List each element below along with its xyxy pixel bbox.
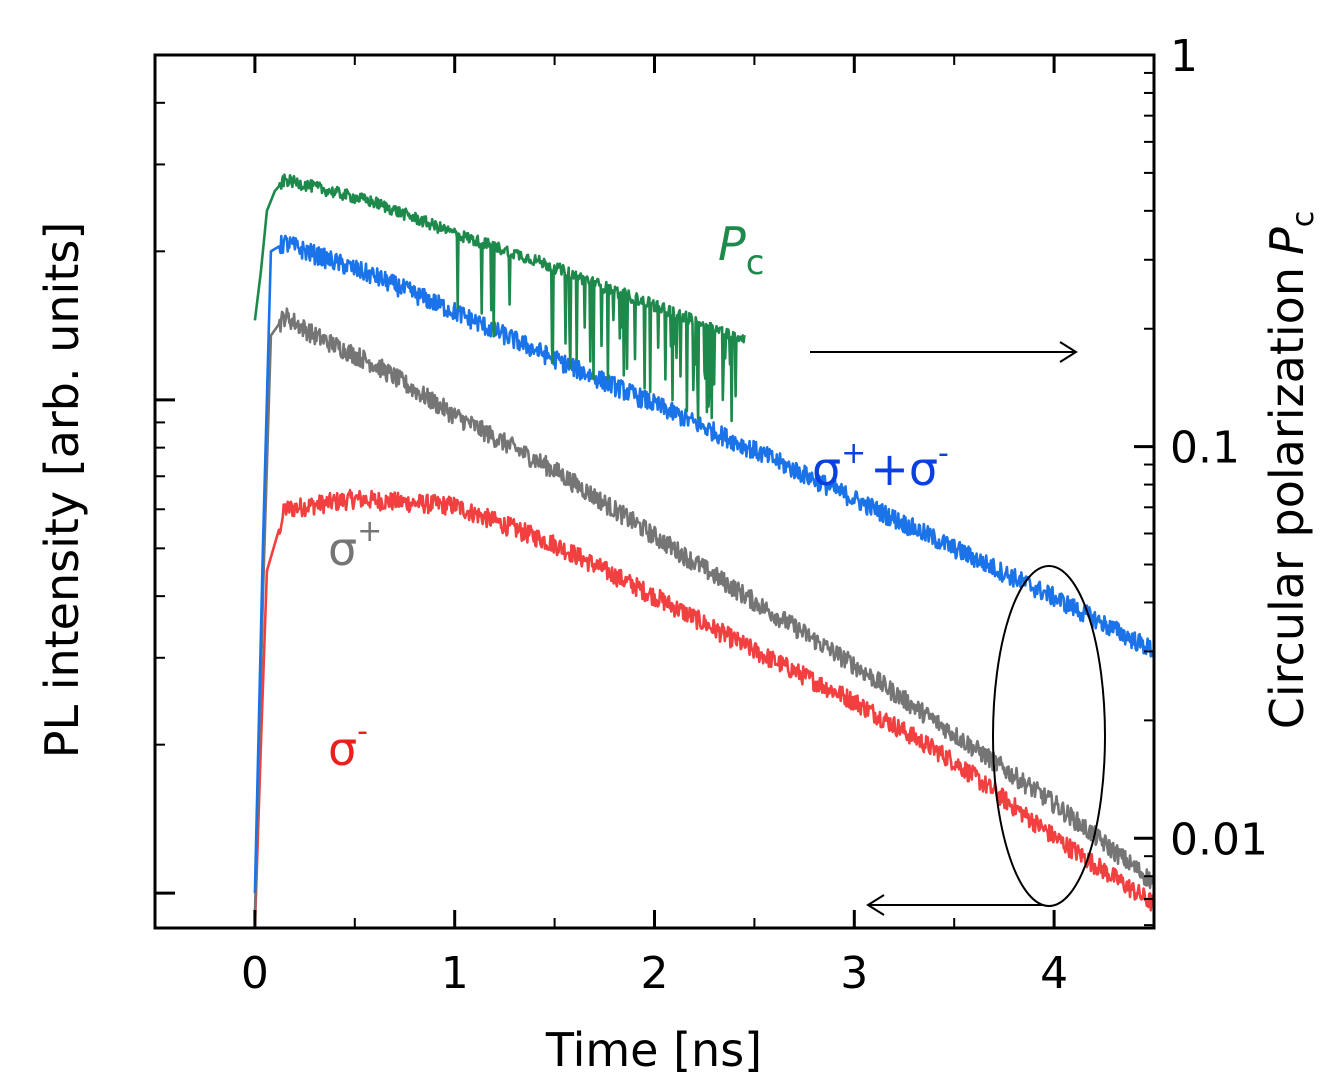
label-pc-main: P	[718, 217, 746, 271]
y-axis-title-right-symbol: P	[1260, 227, 1314, 255]
x-axis-title: Time [ns]	[545, 1023, 762, 1077]
x-tick-label: 0	[241, 948, 269, 999]
tick-labels: 0 1 2 3 4 0.01 0.1 1	[241, 31, 1268, 999]
label-sigma-plus: σ+	[328, 514, 382, 576]
label-minus-sup: -	[357, 714, 368, 749]
label-pc-sub: c	[746, 243, 765, 283]
label-sigma-minus: σ-	[328, 714, 368, 776]
axes-layer	[154, 53, 1155, 928]
y-right-tick-label: 1	[1170, 31, 1198, 82]
series-line-Pc	[253, 173, 746, 423]
y-axis-title-right-sub: c	[1286, 211, 1321, 228]
label-plus-sup: +	[357, 514, 382, 549]
label-sum-sup1: +	[841, 436, 866, 471]
label-minus-sigma: σ	[328, 722, 357, 776]
x-tick-label: 3	[840, 948, 868, 999]
highlight-ellipse	[992, 565, 1106, 907]
label-sum-mid: +σ	[870, 442, 938, 496]
x-tick-label: 1	[441, 948, 469, 999]
arrow-to-left-axis	[866, 894, 1044, 916]
arrow-to-right-axis	[810, 341, 1078, 363]
y-axis-title-right-text: Circular polarization	[1260, 267, 1314, 729]
y-axis-title-left: PL intensity [arb. units]	[35, 222, 89, 759]
series-line-sigma_plus_minus	[253, 234, 1156, 894]
label-plus-sigma: σ	[328, 522, 357, 576]
y-right-tick-label: 0.1	[1170, 423, 1240, 474]
label-sum-sup2: -	[938, 436, 949, 471]
label-sigma-sum: σ++σ-	[812, 436, 949, 496]
y-right-tick-label: 0.01	[1170, 814, 1268, 865]
series-line-sigma_minus	[253, 488, 1156, 929]
series-layer	[253, 173, 1156, 929]
series-line-sigma_plus	[253, 307, 1155, 916]
x-tick-label: 4	[1040, 948, 1068, 999]
label-sum-sigma1: σ	[812, 442, 841, 496]
label-pc: Pc	[718, 217, 764, 283]
y-axis-title-right: Circular polarization Pc	[1260, 211, 1321, 729]
x-tick-label: 2	[641, 948, 669, 999]
